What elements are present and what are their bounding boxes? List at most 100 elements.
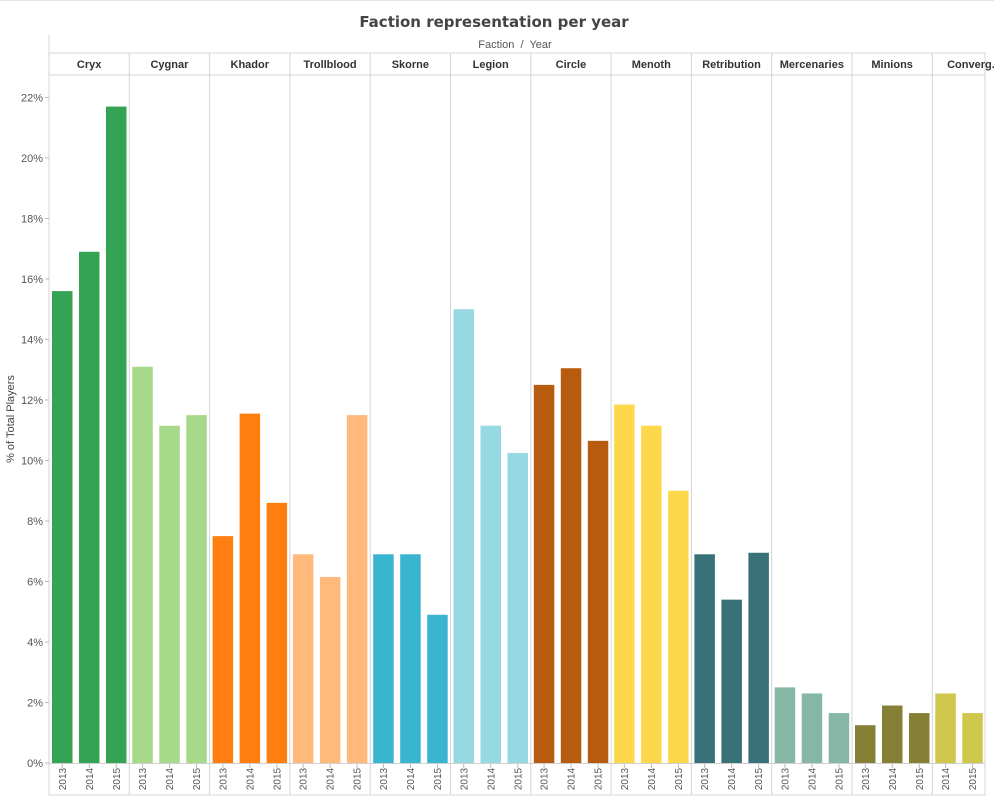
bar[interactable] (721, 599, 742, 763)
year-label: 2013 (138, 767, 149, 790)
year-label: 2014 (727, 767, 738, 790)
bar[interactable] (212, 536, 234, 763)
bar[interactable] (239, 413, 261, 763)
bar[interactable] (373, 554, 394, 763)
year-label: 2014 (245, 767, 256, 790)
faction-label: Cygnar (150, 59, 189, 71)
y-tick-label: 12% (21, 395, 43, 407)
year-label: 2014 (326, 767, 337, 790)
y-axis: 0% 2% 4% 6% 8% 10% 12% 14% 16% 18% 20% 22% (21, 93, 49, 770)
y-tick-label: 0% (27, 758, 43, 770)
year-label: 2013 (299, 767, 310, 790)
year-label: 2013 (780, 767, 791, 790)
faction-group: Skorne 2013 2014 2015 (373, 53, 451, 795)
year-label: 2013 (700, 767, 711, 790)
y-tick-label: 22% (21, 93, 43, 105)
bar[interactable] (319, 576, 341, 763)
faction-label: Khador (231, 59, 270, 71)
bar[interactable] (266, 502, 288, 763)
year-label: 2015 (513, 767, 524, 790)
year-label: 2015 (754, 767, 765, 790)
y-tick-label: 4% (27, 637, 43, 649)
year-label: 2013 (218, 767, 229, 790)
bar[interactable] (453, 309, 475, 763)
bar[interactable] (186, 415, 207, 763)
faction-label: Trollblood (303, 59, 356, 71)
faction-label: Retribution (702, 59, 761, 71)
y-axis-label: % of Total Players (5, 375, 17, 463)
faction-label: Mercenaries (780, 59, 844, 71)
year-label: 2015 (112, 767, 123, 790)
year-label: 2014 (486, 767, 497, 790)
bar[interactable] (106, 106, 127, 763)
header-label: Faction / Year (478, 39, 552, 51)
year-label: 2013 (379, 767, 390, 790)
year-label: 2013 (620, 767, 631, 790)
y-tick-label: 8% (27, 516, 43, 528)
faction-label: Cryx (77, 59, 102, 71)
year-label: 2015 (968, 767, 979, 790)
bar[interactable] (507, 452, 529, 763)
faction-groups: Cryx 2013 2014 2015 Cygnar 2013 2014 2015 Khador… (52, 53, 994, 795)
y-tick-label: 14% (21, 335, 43, 347)
bar[interactable] (909, 713, 930, 763)
year-label: 2013 (58, 767, 69, 790)
bar[interactable] (694, 554, 715, 763)
bar[interactable] (292, 554, 314, 763)
chart-frame (48, 35, 985, 796)
year-label: 2014 (888, 767, 899, 790)
bar[interactable] (560, 368, 582, 763)
bar[interactable] (748, 552, 769, 763)
faction-group: Circle 2013 2014 2015 (533, 53, 612, 795)
year-label: 2014 (406, 767, 417, 790)
bar[interactable] (801, 693, 823, 763)
bar[interactable] (962, 713, 983, 763)
bar[interactable] (79, 251, 100, 763)
bar[interactable] (52, 291, 73, 763)
faction-group: Trollblood 2013 2014 2015 (292, 53, 371, 795)
faction-label: Minions (871, 59, 913, 71)
bar[interactable] (774, 687, 796, 763)
year-label: 2014 (165, 767, 176, 790)
bar[interactable] (935, 693, 956, 763)
bar[interactable] (480, 425, 502, 763)
bar[interactable] (132, 366, 153, 763)
faction-group: Cygnar 2013 2014 2015 (132, 53, 211, 795)
year-label: 2015 (915, 767, 926, 790)
bar[interactable] (855, 725, 876, 763)
bar[interactable] (668, 490, 689, 763)
year-label: 2015 (674, 767, 685, 790)
bar[interactable] (614, 404, 635, 763)
faction-group: Mercenaries 2013 2014 2015 (774, 53, 853, 795)
faction-label: Skorne (392, 59, 429, 71)
y-tick-label: 18% (21, 214, 43, 226)
bar[interactable] (828, 713, 850, 763)
year-label: 2015 (594, 767, 605, 790)
bar[interactable] (400, 554, 421, 763)
bar[interactable] (346, 415, 368, 763)
bar[interactable] (427, 614, 448, 763)
year-label: 2013 (459, 767, 470, 790)
bar[interactable] (641, 425, 662, 763)
faction-group: Converg.. 2014 2015 (935, 53, 994, 795)
y-tick-label: 16% (21, 274, 43, 286)
faction-label: Legion (473, 59, 509, 71)
year-label: 2015 (834, 767, 845, 790)
bar[interactable] (533, 384, 555, 763)
bar[interactable] (587, 440, 609, 763)
year-label: 2015 (192, 767, 203, 790)
faction-label: Menoth (632, 59, 671, 71)
year-label: 2013 (540, 767, 551, 790)
year-label: 2013 (861, 767, 872, 790)
bar[interactable] (159, 425, 180, 763)
faction-label: Converg.. (947, 59, 994, 71)
year-label: 2015 (433, 767, 444, 790)
faction-label: Circle (556, 59, 587, 71)
year-label: 2014 (647, 767, 658, 790)
y-tick-label: 2% (27, 698, 43, 710)
faction-group: Legion 2013 2014 2015 (453, 53, 532, 795)
bar[interactable] (882, 705, 903, 763)
faction-group: Cryx 2013 2014 2015 (52, 53, 130, 795)
